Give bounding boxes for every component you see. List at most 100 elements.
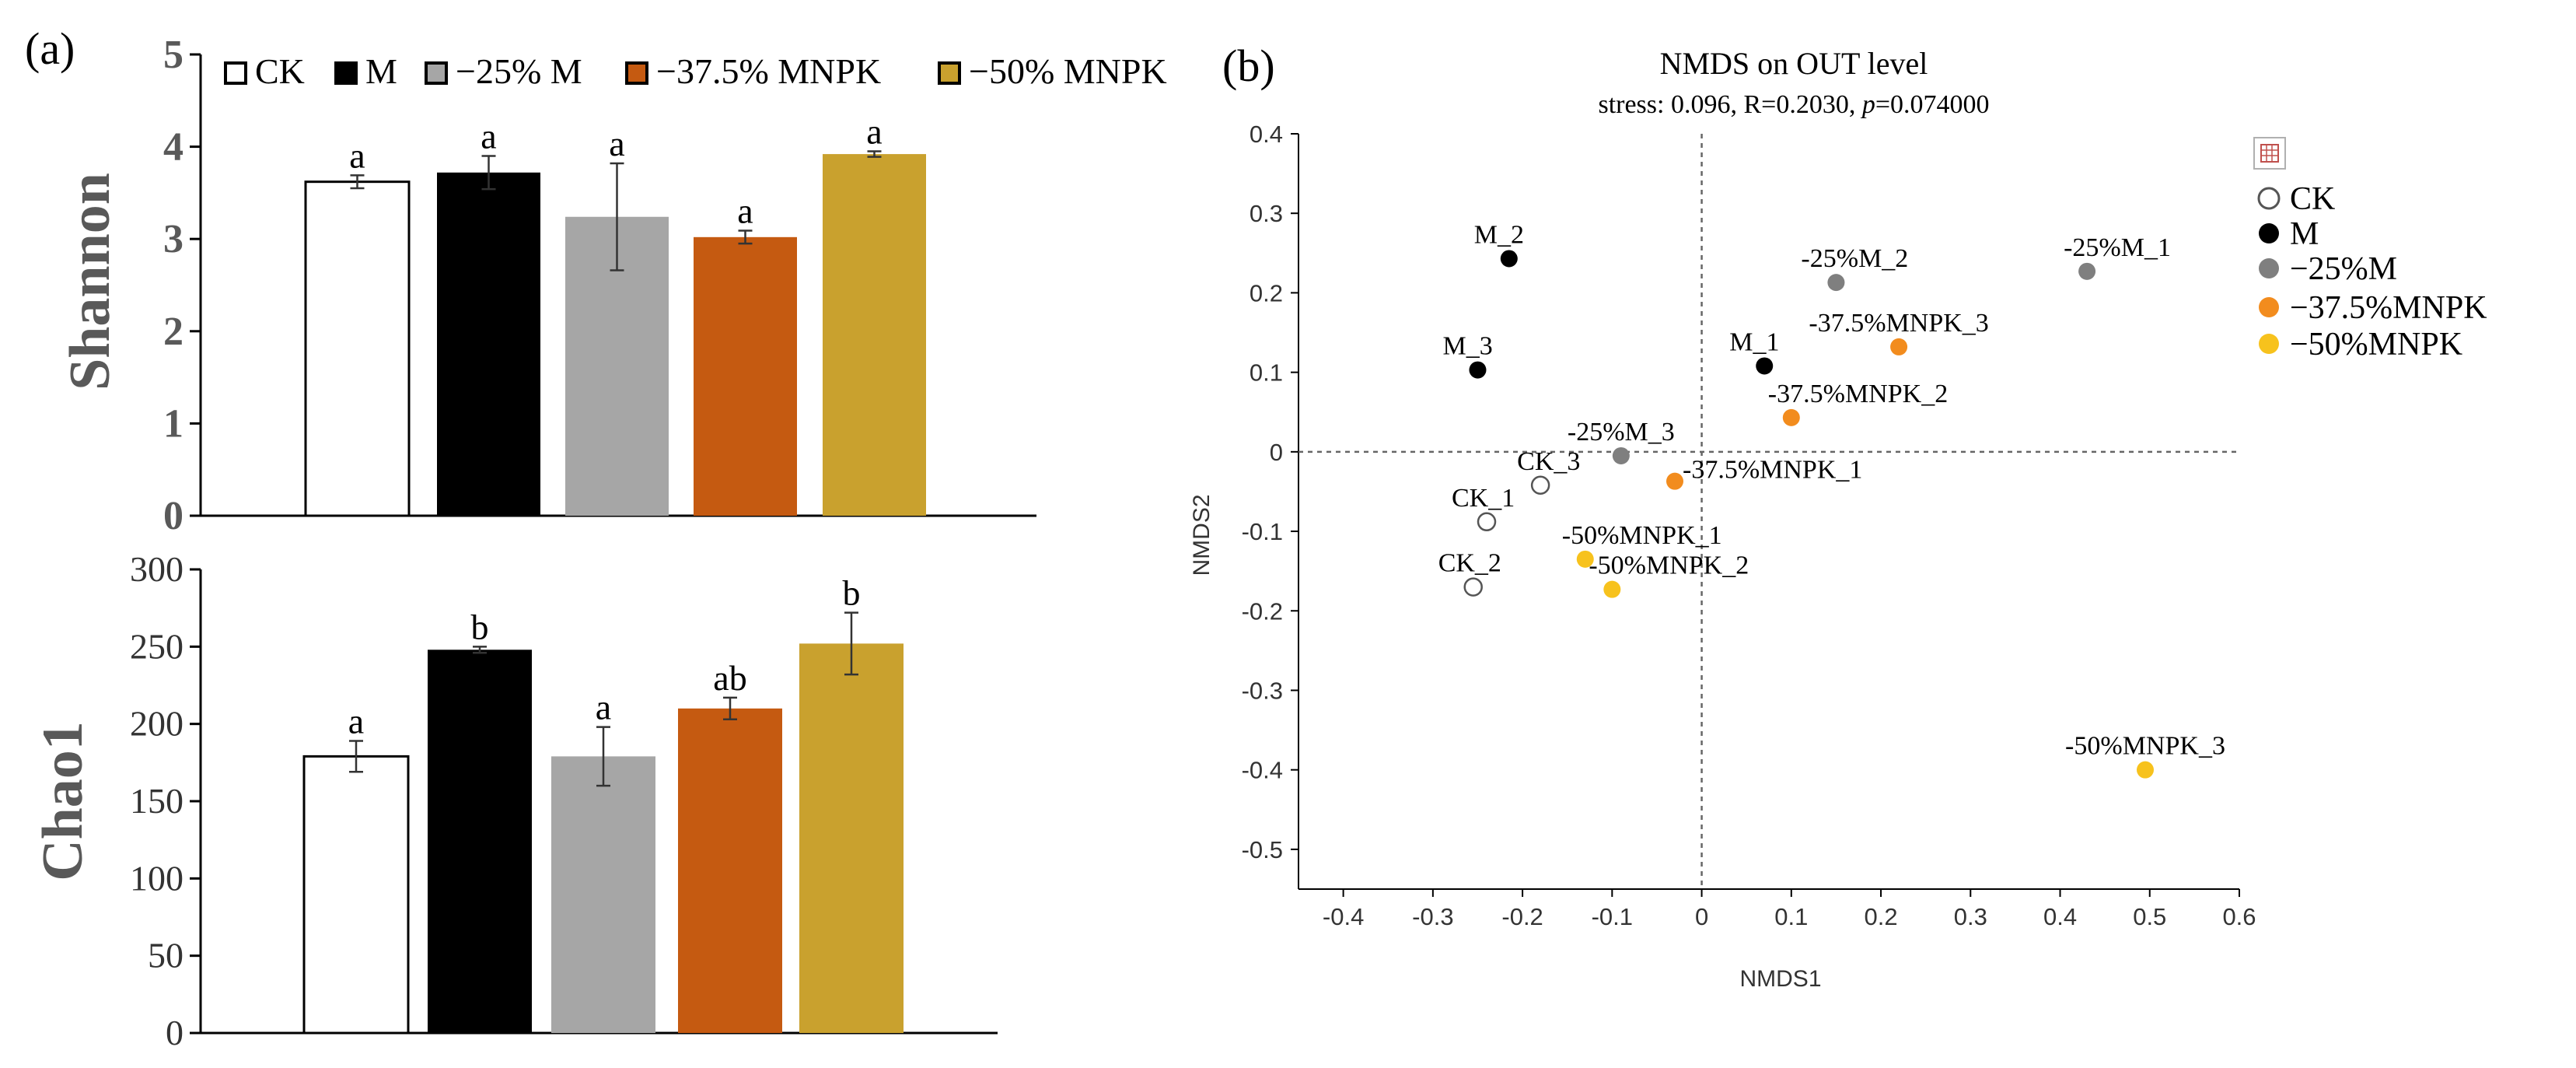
nmds-xtick-label: 0.1 [1774, 903, 1808, 930]
nmds-ytick-label: -0.2 [1242, 597, 1283, 625]
chao1-ytick-label: 0 [166, 1013, 184, 1052]
nmds-point--25%M_2 [1827, 274, 1845, 292]
legend-a-swatch-CK [224, 61, 247, 85]
chao1-bar-minus50MNPK [799, 643, 904, 1033]
nmds-xtick-label: 0.2 [1864, 903, 1897, 930]
nmds-legend-label-minus375MNPK: −37.5%MNPK [2290, 290, 2487, 326]
legend-a-swatch-minus25M [425, 61, 448, 85]
nmds-point-label: -25%M_2 [1801, 244, 1908, 273]
nmds-xtick-label: 0 [1695, 903, 1708, 930]
nmds-legend-marker-minus375MNPK [2259, 297, 2279, 317]
nmds-xtick-label: 0.4 [2043, 903, 2077, 930]
nmds-xtick-label: 0.3 [1954, 903, 1987, 930]
nmds-xtick-label: 0.5 [2133, 903, 2166, 930]
nmds-chart: NMDS on OUT level stress: 0.096, R=0.203… [1189, 46, 2487, 992]
legend-a: CK M −25% M −37.5% MNPK −50% MNPK [224, 51, 1167, 91]
nmds-point--50%MNPK_1 [1576, 550, 1594, 568]
nmds-ytick-label: 0.1 [1250, 359, 1283, 387]
nmds-point-label: -50%MNPK_3 [2065, 732, 2225, 761]
chao1-ytick-label: 50 [148, 936, 184, 975]
nmds-point-label: -50%MNPK_2 [1589, 552, 1749, 580]
nmds-point-label: M_1 [1729, 327, 1779, 356]
nmds-legend-marker-minus25M [2259, 258, 2279, 278]
chao1-ytick-label: 300 [130, 549, 184, 589]
nmds-point-M_3 [1469, 361, 1487, 379]
nmds-title: NMDS on OUT level [1660, 46, 1928, 81]
nmds-point-label: -25%M_3 [1568, 418, 1675, 446]
nmds-point--50%MNPK_2 [1603, 580, 1621, 598]
legend-a-label-minus50MNPK: −50% MNPK [969, 51, 1167, 91]
nmds-point--37.5%MNPK_3 [1890, 338, 1908, 355]
nmds-legend-marker-M [2259, 223, 2279, 243]
panel-b-label: (b) [1222, 40, 1275, 91]
nmds-point-label: CK_2 [1438, 549, 1501, 578]
nmds-xtick-label: 0.6 [2222, 903, 2256, 930]
nmds-ytick-label: -0.1 [1242, 518, 1283, 545]
chao1-bar-M [428, 650, 532, 1033]
nmds-point-label: M_2 [1474, 220, 1524, 249]
nmds-legend-marker-CK [2257, 187, 2281, 210]
nmds-legend-label-minus50MNPK: −50%MNPK [2290, 327, 2462, 362]
chao1-ytick-label: 150 [130, 781, 184, 821]
legend-a-swatch-minus375MNPK [625, 61, 648, 85]
shannon-ylabel: Shannon [58, 173, 122, 390]
chao1-ytick-label: 100 [130, 858, 184, 898]
chao1-bar-minus375MNPK [678, 708, 782, 1033]
nmds-point-label: -37.5%MNPK_2 [1768, 380, 1948, 408]
nmds-point-M_1 [1756, 357, 1774, 375]
nmds-xtick-label: -0.3 [1412, 903, 1453, 930]
nmds-point-label: CK_1 [1452, 484, 1515, 513]
chao1-sig-label-M: b [471, 607, 489, 646]
nmds-point--25%M_3 [1612, 446, 1630, 464]
nmds-legend-label-minus25M: −25%M [2290, 251, 2397, 287]
chao1-ytick-label: 250 [130, 626, 184, 666]
chao1-sig-label-minus25M: a [596, 688, 611, 727]
nmds-xtick-label: -0.4 [1323, 903, 1364, 930]
chao1-sig-label-minus50MNPK: b [843, 573, 861, 613]
legend-a-label-CK: CK [255, 51, 305, 91]
legend-a-swatch-minus50MNPK [938, 61, 961, 85]
nmds-point--37.5%MNPK_2 [1782, 408, 1800, 426]
nmds-xtick-label: -0.1 [1592, 903, 1633, 930]
shannon-ytick-label: 2 [163, 310, 184, 354]
shannon-ytick-label: 3 [163, 217, 184, 261]
nmds-point-M_2 [1500, 250, 1518, 268]
nmds-ytick-label: -0.3 [1242, 677, 1283, 704]
nmds-point-label: -37.5%MNPK_1 [1683, 456, 1862, 485]
nmds-point-label: -25%M_1 [2064, 233, 2171, 262]
nmds-point-label: CK_3 [1517, 447, 1580, 476]
nmds-point-label: -50%MNPK_1 [1562, 521, 1722, 550]
nmds-point--37.5%MNPK_1 [1666, 472, 1683, 490]
nmds-ylabel: NMDS2 [1189, 494, 1215, 576]
nmds-ytick-label: 0.2 [1250, 279, 1283, 306]
chao1-sig-label-minus375MNPK: ab [713, 658, 746, 698]
chao1-bar-CK [302, 755, 410, 1035]
nmds-ytick-label: -0.4 [1242, 757, 1283, 784]
nmds-point-label: -37.5%MNPK_3 [1809, 309, 1988, 338]
shannon-bar-M [437, 172, 540, 516]
chao1-sig-label-CK: a [348, 702, 364, 741]
panel-a-label: (a) [25, 23, 75, 74]
chao1-bar-minus25M [551, 756, 655, 1033]
nmds-point--25%M_1 [2078, 262, 2096, 280]
nmds-ytick-label: -0.5 [1242, 836, 1283, 863]
nmds-point-label: M_3 [1442, 332, 1492, 361]
shannon-sig-label-M: a [481, 116, 496, 156]
shannon-sig-label-minus25M: a [609, 124, 624, 163]
nmds-xlabel: NMDS1 [1739, 966, 1821, 992]
shannon-chart: Shannon 0 1 2 3 4 5 a a a a a [58, 33, 1036, 538]
shannon-sig-label-minus375MNPK: a [737, 191, 753, 231]
legend-a-label-minus375MNPK: −37.5% MNPK [656, 51, 881, 91]
shannon-ytick-label: 4 [163, 125, 184, 170]
nmds-subtitle: stress: 0.096, R=0.2030, p=0.074000 [1598, 90, 1989, 119]
nmds-point-CK_2 [1463, 577, 1483, 597]
shannon-bar-CK [304, 180, 411, 517]
nmds-legend-label-CK: CK [2290, 181, 2335, 217]
nmds-legend-label-M: M [2290, 216, 2319, 252]
shannon-sig-label-minus50MNPK: a [866, 112, 882, 152]
nmds-xtick-label: -0.2 [1501, 903, 1543, 930]
shannon-bar-minus50MNPK [823, 154, 926, 516]
zoom-box-icon[interactable] [2253, 137, 2286, 170]
